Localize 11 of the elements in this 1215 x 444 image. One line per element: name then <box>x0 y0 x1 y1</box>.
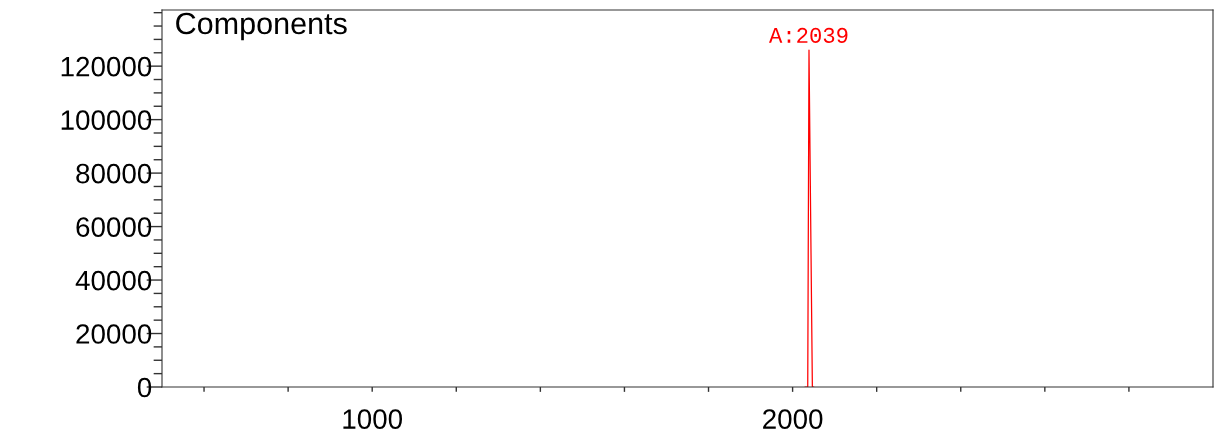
y-tick-label: 100000 <box>61 110 152 130</box>
y-tick-label: 60000 <box>76 217 152 237</box>
x-tick-label: 2000 <box>763 409 823 429</box>
chart-title: Components <box>176 12 347 41</box>
y-tick-label: 120000 <box>61 56 152 77</box>
y-tick-label: 0 <box>137 377 152 398</box>
y-tick-label: 80000 <box>76 163 152 184</box>
annotation: A:2039 <box>768 27 848 43</box>
y-tick-label: 20000 <box>76 324 152 344</box>
x-tick-label: 1000 <box>343 409 403 429</box>
y-tick-label: 40000 <box>75 270 152 291</box>
